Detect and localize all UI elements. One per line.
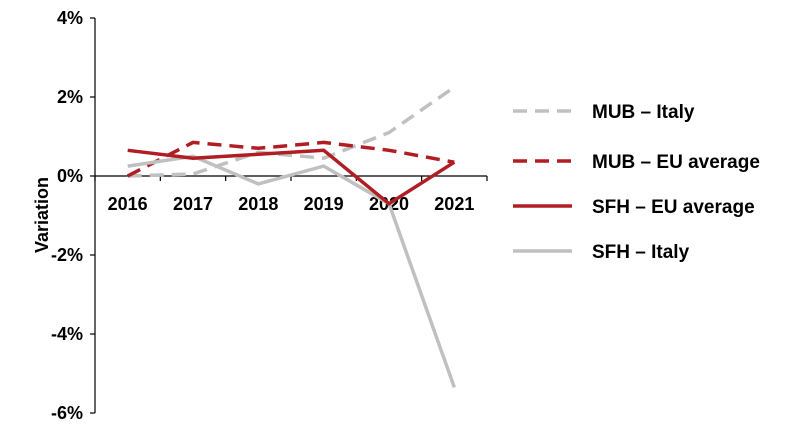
y-tick-label: -6% <box>51 403 83 423</box>
x-tick-label: 2021 <box>434 194 474 214</box>
series-line-4 <box>127 154 456 388</box>
legend-label: MUB – EU average <box>592 152 760 173</box>
x-tick-label: 2019 <box>304 194 344 214</box>
x-tick-label: 2017 <box>173 194 213 214</box>
y-axis: -6% -4% -2% 0% 2% 4% <box>51 8 96 423</box>
x-tick-label: 2016 <box>108 194 148 214</box>
series-layer <box>126 85 456 388</box>
legend-label: MUB – Italy <box>592 102 695 123</box>
y-tick-label: 0% <box>57 166 83 186</box>
x-tick-label: 2018 <box>238 194 278 214</box>
y-tick-label: 4% <box>57 8 83 28</box>
y-tick-label: -4% <box>51 324 83 344</box>
legend: MUB – Italy MUB – EU average SFH – EU aver… <box>513 102 760 263</box>
y-tick-label: 2% <box>57 87 83 107</box>
series-line-3 <box>127 148 456 206</box>
legend-label: SFH – Italy <box>592 242 690 263</box>
legend-label: SFH – EU average <box>592 197 755 218</box>
y-axis-title: Variation <box>32 177 52 253</box>
series-line-1 <box>127 85 456 178</box>
y-tick-label: -2% <box>51 245 83 265</box>
x-axis: 2016 2017 2018 2019 2020 2021 <box>94 175 488 214</box>
